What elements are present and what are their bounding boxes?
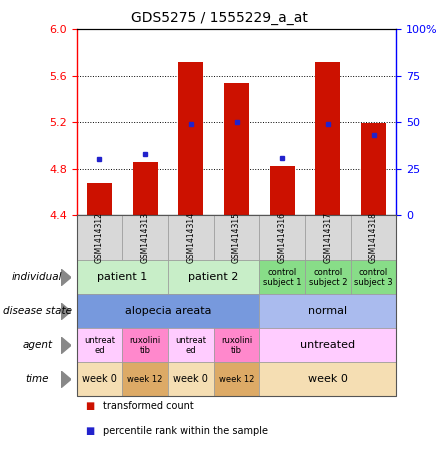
Text: GSM1414312: GSM1414312 <box>95 212 104 263</box>
Text: week 0: week 0 <box>82 374 117 385</box>
Text: GSM1414318: GSM1414318 <box>369 212 378 263</box>
Bar <box>178 62 203 215</box>
Text: percentile rank within the sample: percentile rank within the sample <box>103 426 268 436</box>
Text: ruxolini
tib: ruxolini tib <box>130 336 161 355</box>
Text: GSM1414315: GSM1414315 <box>232 212 241 263</box>
Polygon shape <box>61 304 71 320</box>
Text: patient 1: patient 1 <box>97 272 148 283</box>
Text: week 0: week 0 <box>173 374 208 385</box>
Text: control
subject 1: control subject 1 <box>263 268 301 287</box>
Text: GSM1414316: GSM1414316 <box>278 212 287 263</box>
Text: individual: individual <box>12 272 63 283</box>
Text: GDS5275 / 1555229_a_at: GDS5275 / 1555229_a_at <box>131 11 307 25</box>
Text: GSM1414317: GSM1414317 <box>323 212 332 263</box>
Text: week 12: week 12 <box>219 375 254 384</box>
Text: ■: ■ <box>85 401 95 411</box>
Text: patient 2: patient 2 <box>188 272 239 283</box>
Bar <box>87 183 112 215</box>
Bar <box>224 83 249 215</box>
Bar <box>133 162 158 215</box>
Bar <box>315 62 340 215</box>
Polygon shape <box>61 337 71 353</box>
Text: control
subject 3: control subject 3 <box>354 268 393 287</box>
Text: alopecia areata: alopecia areata <box>125 306 211 317</box>
Text: week 0: week 0 <box>308 374 348 385</box>
Polygon shape <box>61 371 71 388</box>
Text: ■: ■ <box>85 426 95 436</box>
Text: agent: agent <box>22 340 52 351</box>
Text: GSM1414313: GSM1414313 <box>141 212 150 263</box>
Text: untreated: untreated <box>300 340 355 351</box>
Text: transformed count: transformed count <box>103 401 194 411</box>
Text: disease state: disease state <box>3 306 72 317</box>
Polygon shape <box>61 269 71 286</box>
Bar <box>270 166 295 215</box>
Text: time: time <box>25 374 49 385</box>
Bar <box>361 124 386 215</box>
Text: control
subject 2: control subject 2 <box>309 268 347 287</box>
Text: untreat
ed: untreat ed <box>175 336 206 355</box>
Text: GSM1414314: GSM1414314 <box>186 212 195 263</box>
Text: untreat
ed: untreat ed <box>84 336 115 355</box>
Text: ruxolini
tib: ruxolini tib <box>221 336 252 355</box>
Text: week 12: week 12 <box>127 375 163 384</box>
Text: normal: normal <box>308 306 347 317</box>
